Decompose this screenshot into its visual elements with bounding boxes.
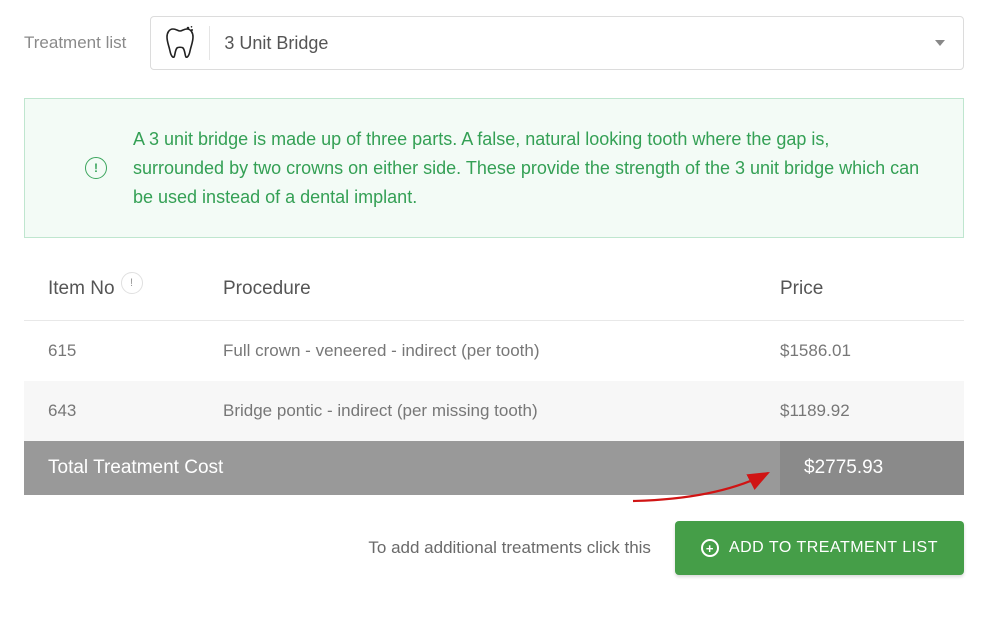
cell-price: $1586.01 bbox=[780, 341, 940, 361]
header-price: Price bbox=[780, 278, 940, 300]
total-row: Total Treatment Cost $2775.93 bbox=[24, 441, 964, 495]
cell-item-no: 615 bbox=[48, 341, 223, 361]
footer-hint: To add additional treatments click this bbox=[368, 538, 651, 558]
total-price: $2775.93 bbox=[780, 441, 964, 495]
header-procedure: Procedure bbox=[223, 278, 780, 300]
treatment-dropdown[interactable]: 3 Unit Bridge bbox=[150, 16, 964, 70]
treatment-list-label: Treatment list bbox=[24, 33, 126, 53]
treatment-dropdown-selected: 3 Unit Bridge bbox=[224, 33, 328, 54]
cell-item-no: 643 bbox=[48, 401, 223, 421]
table-row: 643 Bridge pontic - indirect (per missin… bbox=[24, 381, 964, 441]
table-header: Item No ! Procedure Price bbox=[24, 258, 964, 321]
add-to-treatment-list-button[interactable]: + ADD TO TREATMENT LIST bbox=[675, 521, 964, 575]
cell-procedure: Bridge pontic - indirect (per missing to… bbox=[223, 401, 780, 421]
header-item-no-label: Item No bbox=[48, 278, 115, 300]
alert-icon: ! bbox=[85, 157, 107, 179]
footer-row: To add additional treatments click this … bbox=[24, 521, 964, 575]
info-banner: ! A 3 unit bridge is made up of three pa… bbox=[24, 98, 964, 238]
tooth-icon bbox=[165, 26, 210, 60]
info-text: A 3 unit bridge is made up of three part… bbox=[133, 125, 923, 211]
chevron-down-icon bbox=[935, 40, 945, 46]
cell-procedure: Full crown - veneered - indirect (per to… bbox=[223, 341, 780, 361]
help-icon[interactable]: ! bbox=[121, 272, 143, 294]
plus-circle-icon: + bbox=[701, 539, 719, 557]
cell-price: $1189.92 bbox=[780, 401, 940, 421]
treatment-selector-row: Treatment list 3 Unit Bridge bbox=[24, 16, 964, 70]
add-button-label: ADD TO TREATMENT LIST bbox=[729, 539, 938, 557]
table-row: 615 Full crown - veneered - indirect (pe… bbox=[24, 321, 964, 381]
header-item-no: Item No ! bbox=[48, 278, 223, 300]
procedures-table: Item No ! Procedure Price 615 Full crown… bbox=[24, 258, 964, 495]
total-label: Total Treatment Cost bbox=[24, 441, 780, 495]
